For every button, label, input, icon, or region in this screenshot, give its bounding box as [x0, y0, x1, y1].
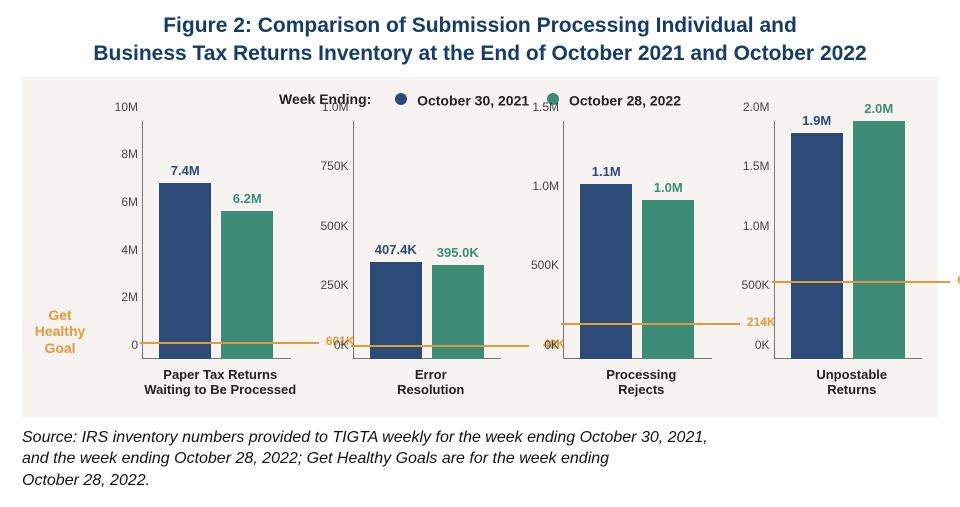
legend-label-2021: October 30, 2021: [417, 92, 529, 108]
bar: 407.4K: [370, 262, 422, 359]
bars: 7.4M6.2M: [142, 121, 291, 359]
bar: 1.1M: [580, 184, 632, 359]
panels-container: 02M4M6M8M10M7.4M6.2M601K Paper Tax Return…: [96, 121, 938, 407]
panel-0: 02M4M6M8M10M7.4M6.2M601K Paper Tax Return…: [96, 121, 307, 407]
plot-3: 0K500K1.0M1.5M2.0M1.9M2.0M640K: [774, 121, 923, 359]
bar-value-label: 6.2M: [233, 191, 262, 206]
goal-line: 601K: [140, 342, 319, 344]
bar: 1.0M: [642, 200, 694, 359]
bar: 1.9M: [791, 133, 843, 359]
y-tick: 500K: [726, 278, 770, 292]
y-tick: 250K: [305, 278, 349, 292]
bars: 1.9M2.0M: [774, 121, 923, 359]
bar-value-label: 1.9M: [802, 113, 831, 128]
category-label: ErrorResolution: [307, 363, 518, 398]
panel-3: 0K500K1.0M1.5M2.0M1.9M2.0M640K Unpostable…: [728, 121, 939, 407]
bars: 407.4K 395.0K: [353, 121, 502, 359]
y-tick: 6M: [94, 195, 138, 209]
y-tick: 1.0M: [726, 219, 770, 233]
plot-1: 0K250K500K750K1.0M407.4K395.0K48K: [353, 121, 502, 359]
plot-0: 02M4M6M8M10M7.4M6.2M601K: [142, 121, 291, 359]
y-tick: 2.0M: [726, 100, 770, 114]
goal-line: 214K: [561, 323, 740, 325]
legend-label-2022: October 28, 2022: [569, 92, 681, 108]
goal-line: 640K: [772, 281, 951, 283]
source-note: Source: IRS inventory numbers provided t…: [22, 427, 938, 492]
bar: 6.2M: [221, 211, 273, 359]
y-tick: 1.5M: [726, 159, 770, 173]
get-healthy-goal-axis-label: Get Healthy Goal: [28, 307, 92, 357]
y-tick: 0K: [515, 338, 559, 352]
bar-value-label: 7.4M: [171, 163, 200, 178]
bar-value-label: 407.4K: [375, 242, 417, 257]
figure-title: Figure 2: Comparison of Submission Proce…: [22, 12, 938, 69]
y-tick: 1.5M: [515, 100, 559, 114]
bar-value-label: 395.0K: [437, 245, 479, 260]
bar-value-label: 2.0M: [864, 101, 893, 116]
y-tick: 4M: [94, 243, 138, 257]
bar-value-label: 1.1M: [592, 164, 621, 179]
y-tick: 0K: [305, 338, 349, 352]
bar-value-label: 1.0M: [654, 180, 683, 195]
y-tick: 1.0M: [305, 100, 349, 114]
bar: 7.4M: [159, 183, 211, 359]
figure-title-line2: Business Tax Returns Inventory at the En…: [93, 42, 866, 65]
y-tick: 500K: [305, 219, 349, 233]
y-tick: 0: [94, 338, 138, 352]
panel-1: 0K250K500K750K1.0M407.4K395.0K48KErrorRe…: [307, 121, 518, 407]
y-tick: 10M: [94, 100, 138, 114]
plot-2: 0K500K1.0M1.5M1.1M1.0M214K: [563, 121, 712, 359]
category-label: UnpostableReturns: [728, 363, 939, 398]
legend-dot-2021: [395, 93, 407, 105]
y-tick: 2M: [94, 290, 138, 304]
y-tick: 0K: [726, 338, 770, 352]
y-tick: 1.0M: [515, 179, 559, 193]
panel-2: 0K500K1.0M1.5M1.1M1.0M214K ProcessingReje…: [517, 121, 728, 407]
bar: 2.0M: [853, 121, 905, 359]
chart-area: Week Ending: October 30, 2021 October 28…: [22, 77, 938, 417]
figure-title-line1: Figure 2: Comparison of Submission Proce…: [163, 14, 797, 37]
category-label: Paper Tax ReturnsWaiting to Be Processed: [96, 363, 307, 398]
y-tick: 8M: [94, 147, 138, 161]
y-tick: 500K: [515, 258, 559, 272]
goal-line: 48K: [351, 345, 530, 347]
y-tick: 750K: [305, 159, 349, 173]
category-label: ProcessingRejects: [517, 363, 728, 398]
legend: Week Ending: October 30, 2021 October 28…: [32, 91, 928, 108]
